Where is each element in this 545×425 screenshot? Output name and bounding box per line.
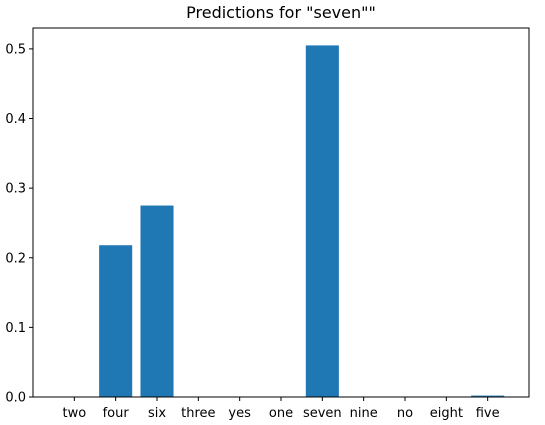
y-tick-label: 0.0 (5, 391, 26, 406)
y-tick-label: 0.3 (5, 182, 26, 197)
bar-seven (305, 45, 339, 397)
x-tick-label-no: no (397, 406, 413, 421)
x-tick-label-six: six (148, 406, 166, 421)
bar-six (140, 205, 174, 397)
x-tick-label-four: four (103, 406, 130, 421)
y-tick-label: 0.4 (5, 112, 26, 127)
x-tick-label-yes: yes (228, 406, 251, 421)
x-tick-label-nine: nine (350, 406, 378, 421)
x-tick-label-one: one (269, 406, 293, 421)
y-tick-label: 0.1 (5, 321, 26, 336)
bar-five (471, 395, 505, 397)
x-tick-label-five: five (476, 406, 500, 421)
bar-four (99, 245, 133, 397)
y-tick-label: 0.5 (5, 42, 26, 57)
x-tick-label-three: three (181, 406, 215, 421)
x-tick-label-seven: seven (303, 406, 342, 421)
x-tick-label-two: two (62, 406, 86, 421)
chart-title: Predictions for "seven"" (186, 3, 376, 22)
y-tick-label: 0.2 (5, 251, 26, 266)
x-tick-label-eight: eight (430, 406, 463, 421)
